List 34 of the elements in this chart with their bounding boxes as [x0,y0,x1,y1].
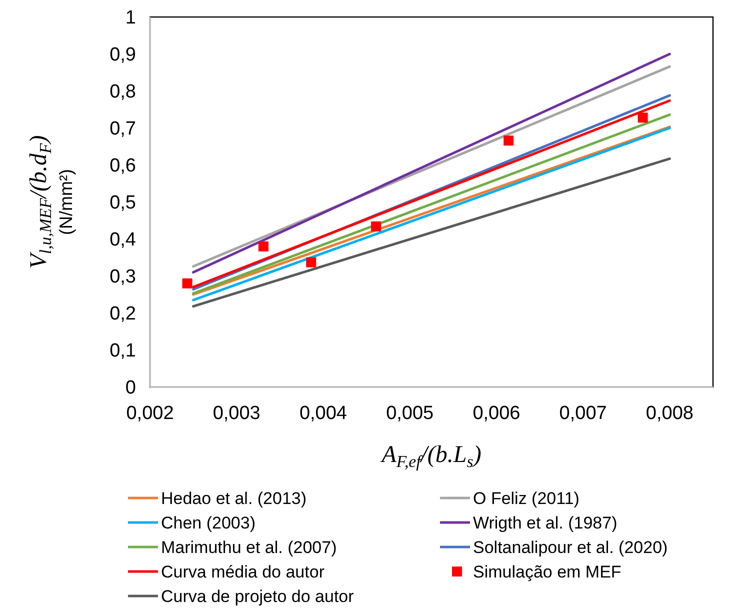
y-tick-label: 0,1 [110,340,136,362]
y-tick-label: 0,7 [110,118,136,140]
x-tick-label: 0,003 [212,403,260,424]
y-tick-label: 0,4 [110,230,136,251]
x-tick-label: 0,002 [126,403,174,424]
point [371,221,382,232]
legend-label: Simulação em MEF [473,562,622,582]
y-tick-label: 0,9 [110,44,136,66]
point [182,278,192,288]
x-tick-label: 0,006 [472,403,520,424]
y-tick-label: 0 [125,378,136,399]
x-axis-title: A$_{F,ef}$/(b.L$_{s}$) [380,442,482,472]
legend-label: Marimuthu et al. (2007) [161,538,337,557]
legend-label: Curva média do autor [161,562,325,582]
y-tick-label: 0,2 [110,304,136,325]
legend-label: Wrigth et al. (1987) [473,513,618,532]
y-tick-label: 0,3 [110,266,136,288]
x-tick-label: 0,007 [559,403,607,424]
legend-label: O Feliz (2011) [473,488,580,508]
legend-label: Soltanalipour et al. (2020) [473,538,668,557]
legend-label: Hedao et al. (2013) [161,488,307,508]
x-tick-label: 0,008 [646,403,694,424]
y-tick-label: 0,5 [110,192,136,214]
legend-label: Curva de projeto do autor [161,586,354,606]
point [258,241,268,252]
y-tick-label: 0,8 [110,82,136,103]
x-tick-label: 0,005 [386,403,434,424]
y-tick-label: 1 [125,8,136,29]
x-tick-label: 0,004 [299,403,348,424]
point [504,136,514,146]
legend-label: Chen (2003) [161,513,256,532]
point [638,112,648,123]
point [306,257,316,268]
y-tick-label: 0,6 [110,156,136,177]
